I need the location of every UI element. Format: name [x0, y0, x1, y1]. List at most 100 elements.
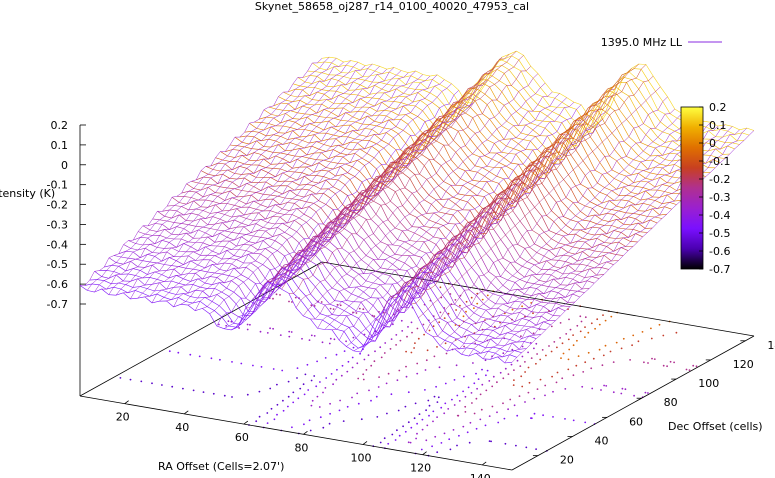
contour-point: [515, 444, 517, 447]
contour-point: [481, 298, 484, 301]
contour-point: [579, 315, 582, 318]
contour-point: [434, 435, 437, 438]
mesh-column-line: [274, 50, 517, 285]
x-tick-label: 20: [116, 411, 130, 424]
contour-point: [368, 389, 370, 392]
contour-point: [444, 342, 447, 345]
contour-point: [416, 362, 419, 365]
contour-point: [669, 360, 672, 363]
contour-point: [511, 308, 514, 311]
colorbar-tick-label: 0: [709, 137, 716, 150]
mesh-column-line: [310, 91, 553, 320]
contour-point: [502, 402, 504, 405]
y-axis-line: [511, 335, 755, 471]
contour-point: [420, 448, 423, 451]
contour-point: [269, 327, 271, 330]
contour-point: [287, 395, 290, 398]
contour-point: [246, 323, 249, 326]
contour-point: [345, 340, 347, 343]
mesh-column-line: [367, 107, 611, 338]
x-tick: [481, 461, 487, 466]
contour-point: [171, 385, 174, 388]
contour-point: [584, 316, 587, 319]
contour-point: [437, 396, 440, 399]
contour-point: [464, 411, 467, 413]
contour-point: [532, 312, 534, 315]
contour-point: [504, 442, 507, 445]
contour-point: [424, 369, 427, 371]
contour-point: [551, 375, 553, 378]
contour-point: [576, 339, 578, 342]
mesh-column-line: [346, 115, 589, 347]
contour-point: [307, 389, 310, 391]
contour-point: [524, 361, 526, 363]
contour-point: [428, 414, 430, 417]
mesh-column-line: [511, 130, 755, 363]
contour-point: [373, 360, 376, 363]
contour-point: [416, 432, 418, 435]
contour-point: [596, 318, 599, 321]
contour-point: [466, 431, 469, 434]
contour-point: [480, 408, 483, 411]
contour-point: [324, 387, 327, 389]
contour-point: [357, 402, 360, 405]
contour-point: [524, 401, 526, 403]
contour-point: [288, 335, 291, 338]
contour-point: [491, 385, 494, 388]
contour-point: [485, 389, 488, 392]
contour-point: [560, 357, 562, 359]
contour-point: [373, 315, 376, 317]
contour-point: [309, 429, 312, 432]
contour-point: [561, 342, 564, 345]
contour-point: [564, 418, 566, 420]
contour-point: [219, 358, 221, 361]
contour-point: [383, 352, 386, 354]
contour-point: [653, 358, 656, 360]
contour-point: [279, 334, 282, 336]
contour-point: [521, 355, 524, 358]
contour-point: [552, 416, 554, 418]
contour-point: [269, 387, 272, 390]
mesh-column-line: [259, 56, 503, 292]
contour-point: [308, 419, 311, 422]
contour-point: [411, 331, 413, 334]
contour-point: [227, 320, 230, 323]
z-tick-label: 0.2: [51, 119, 69, 132]
contour-point: [598, 323, 601, 326]
mesh-column-line: [324, 97, 567, 330]
contour-point: [351, 366, 354, 369]
mesh-column-line: [331, 102, 575, 331]
contour-point: [621, 387, 624, 390]
contour-point: [375, 395, 378, 398]
contour-point: [223, 394, 226, 397]
mesh-column-line: [439, 113, 683, 346]
contour-point: [409, 441, 412, 444]
axes: 0.2 0.1 0 -0.1 -0.2 -0.3 -0.4 -0.5 -0.6 -0.7 20 40 6…: [47, 119, 775, 478]
contour-point: [396, 379, 399, 382]
y-tick-label: 140: [767, 339, 775, 352]
contour-point: [533, 397, 536, 400]
contour-point: [399, 339, 402, 342]
contour-point: [463, 345, 465, 348]
contour-point: [496, 411, 498, 414]
contour-point: [604, 319, 607, 322]
contour-point: [468, 441, 471, 444]
contour-point: [644, 391, 647, 394]
contour-point: [662, 334, 665, 337]
contour-point: [453, 404, 456, 406]
contour-point: [310, 334, 313, 337]
contour-point: [481, 368, 483, 371]
contour-point: [260, 366, 263, 368]
contour-point: [602, 314, 604, 316]
contour-point: [297, 397, 300, 400]
contour-point: [612, 391, 615, 394]
z-tick-label: -0.5: [47, 258, 68, 271]
contour-point: [402, 425, 404, 428]
contour-point: [555, 381, 558, 384]
contour-point: [449, 293, 452, 295]
mesh-column-line: [123, 65, 366, 294]
contour-point: [449, 448, 452, 451]
contour-point: [405, 365, 407, 368]
contour-point: [427, 399, 430, 402]
